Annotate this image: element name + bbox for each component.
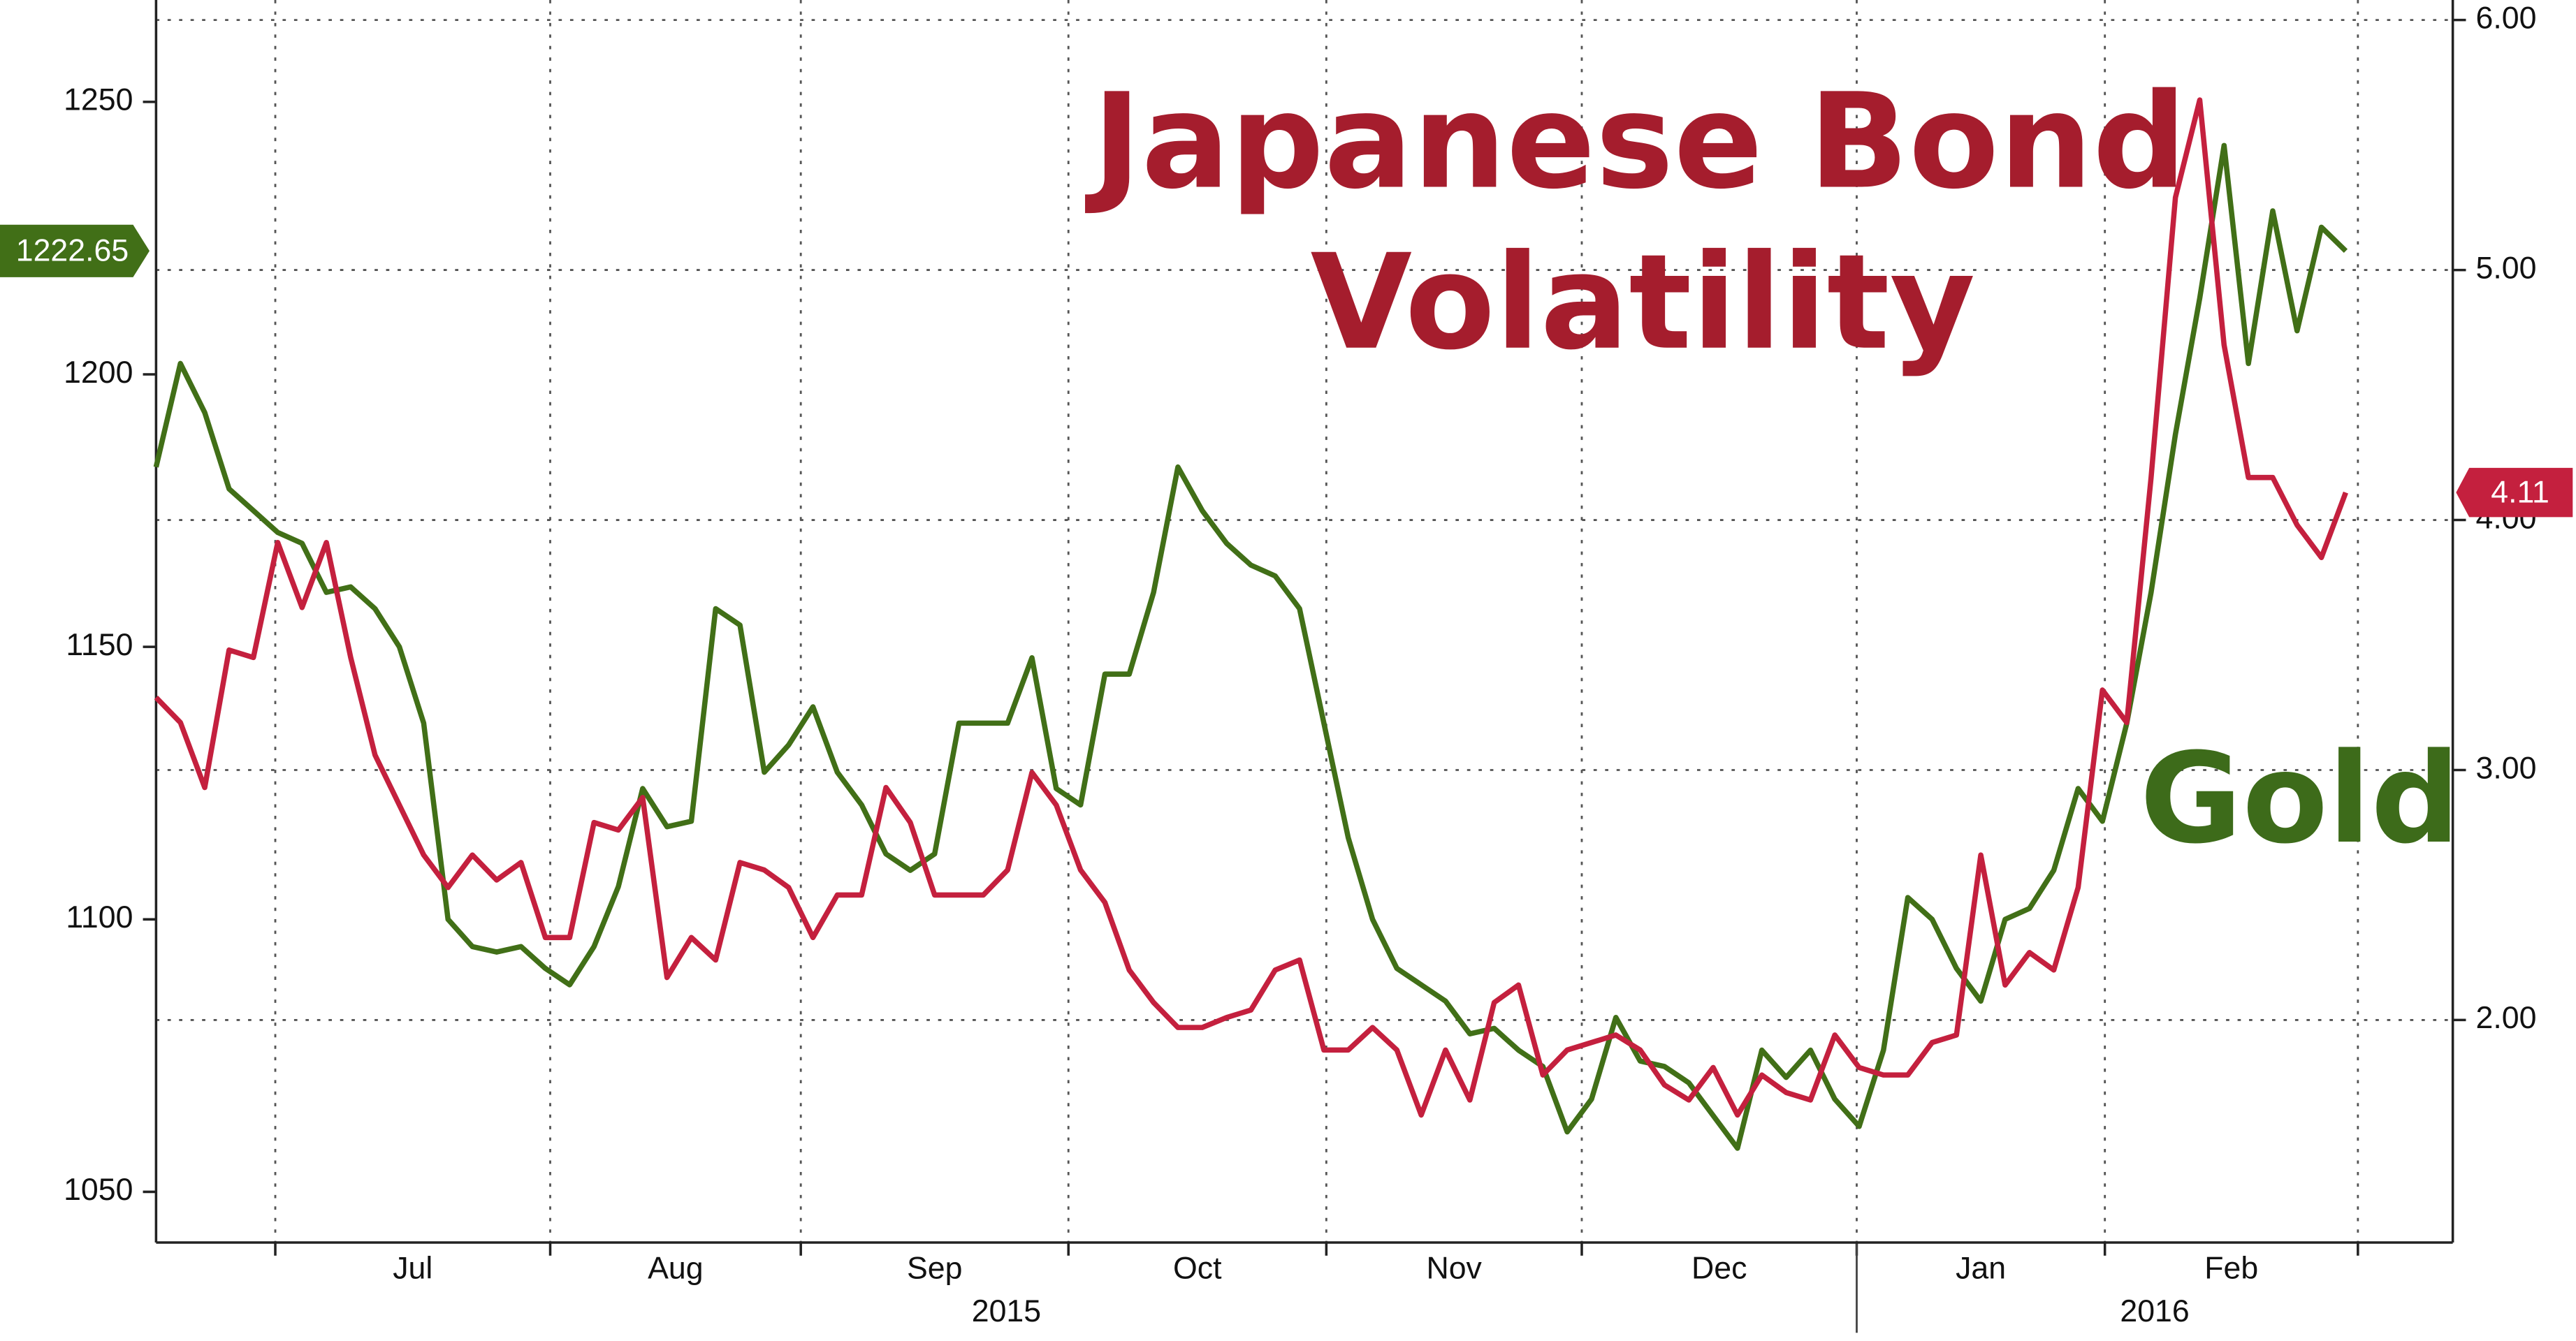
flag-box bbox=[0, 224, 150, 277]
flag-box bbox=[2456, 467, 2573, 518]
y2-tick-label: 5.00 bbox=[2476, 251, 2537, 285]
y2-tick-label: 2.00 bbox=[2476, 1001, 2537, 1035]
last-value-flag: 1222.65 bbox=[0, 224, 150, 277]
x-tick-label: Oct bbox=[1173, 1252, 1222, 1286]
x-tick-label: Nov bbox=[1426, 1252, 1482, 1286]
y-tick-label: 1250 bbox=[64, 83, 133, 117]
flag-label: 1222.65 bbox=[16, 233, 129, 268]
flag-label: 4.11 bbox=[2491, 475, 2549, 509]
x-tick-label: Jul bbox=[393, 1252, 432, 1286]
annotation: Gold bbox=[2140, 726, 2461, 872]
year-label: 2015 bbox=[972, 1294, 1041, 1328]
annotation: Volatility bbox=[1311, 226, 1976, 379]
x-tick-label: Feb bbox=[2204, 1252, 2258, 1286]
y-tick-label: 1150 bbox=[66, 628, 133, 662]
y-tick-label: 1200 bbox=[64, 356, 133, 390]
y-tick-label: 1050 bbox=[64, 1173, 133, 1207]
series-line bbox=[153, 142, 2348, 1151]
y-tick-label: 1100 bbox=[66, 900, 133, 935]
series-line bbox=[154, 97, 2348, 1118]
last-value-flag: 4.11 bbox=[2456, 467, 2573, 518]
x-tick-label: Jan bbox=[1956, 1252, 2006, 1286]
year-label: 2016 bbox=[2120, 1294, 2189, 1328]
y2-tick-label: 6.00 bbox=[2476, 1, 2537, 35]
x-tick-label: Sep bbox=[907, 1252, 962, 1286]
x-tick-label: Dec bbox=[1691, 1252, 1747, 1286]
x-tick-label: Aug bbox=[648, 1252, 703, 1286]
y2-tick-label: 3.00 bbox=[2476, 751, 2537, 785]
annotation: Japanese Bond bbox=[1085, 66, 2187, 219]
